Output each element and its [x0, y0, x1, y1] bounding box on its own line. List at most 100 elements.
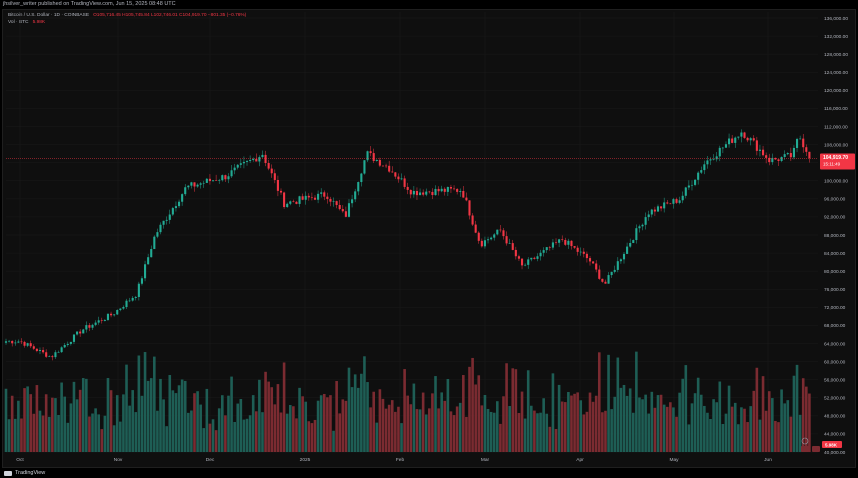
- volume-bar: [468, 366, 471, 452]
- time-tick-label: May: [669, 457, 679, 463]
- volume-label[interactable]: Vol · BTC: [8, 20, 29, 25]
- candle-body: [85, 325, 88, 330]
- candle-body: [755, 140, 758, 151]
- price-tick-label: 40,000.00: [824, 450, 846, 456]
- volume-indicator-icons: 5.98K: [801, 437, 842, 452]
- time-tick-label: Nov: [114, 457, 123, 463]
- candle-body: [694, 179, 697, 185]
- price-tick-label: 136,000.00: [824, 16, 848, 22]
- volume-bar: [576, 392, 579, 452]
- volume-bar: [477, 375, 481, 452]
- candle-body: [14, 342, 17, 344]
- volume-bar: [619, 387, 623, 452]
- volume-bar: [174, 393, 178, 452]
- candle-body: [675, 199, 678, 203]
- candle-body: [4, 341, 8, 343]
- volume-bar: [727, 385, 731, 452]
- volume-bar: [239, 399, 243, 452]
- price-axis[interactable]: 136,000.00 132,000.00 128,000.00 124,000.00…: [824, 16, 848, 456]
- price-tick-label: 44,000.00: [824, 432, 846, 438]
- candle-body: [434, 188, 437, 196]
- candle-body: [57, 352, 60, 353]
- volume-bar: [196, 391, 199, 452]
- volume-bar: [202, 428, 206, 452]
- candle-body: [737, 136, 740, 138]
- volume-bar: [777, 422, 780, 452]
- volume-bar: [375, 422, 379, 452]
- candle-body: [289, 201, 292, 204]
- candle-body: [567, 240, 570, 245]
- volume-bar: [335, 381, 338, 452]
- volume-value: 5.98K: [32, 20, 46, 25]
- volume-bar: [539, 412, 542, 452]
- symbol-name[interactable]: Bitcoin / U.S. Dollar · 1D · COINBASE: [8, 13, 90, 18]
- volume-bar: [54, 398, 57, 452]
- candle-body: [106, 313, 110, 320]
- volume-bar: [440, 392, 443, 452]
- volume-bar: [230, 376, 233, 452]
- volume-bar: [394, 411, 397, 452]
- last-price-countdown: 15:11:49: [823, 162, 841, 167]
- candle-body: [616, 261, 619, 270]
- volume-bar: [350, 387, 354, 452]
- volume-bar: [94, 408, 97, 452]
- volume-bar: [798, 414, 802, 452]
- volume-bar: [709, 418, 712, 452]
- candle-body: [505, 236, 508, 244]
- candle-body: [227, 176, 230, 180]
- volume-bar: [594, 395, 598, 452]
- volume-bar: [743, 408, 746, 452]
- volume-bar: [795, 364, 799, 452]
- candle-body: [113, 314, 116, 316]
- volume-bar: [143, 352, 147, 452]
- candle-body: [276, 179, 279, 191]
- candle-body: [341, 209, 344, 212]
- volume-bar: [409, 404, 413, 452]
- volume-bar: [78, 389, 82, 452]
- volume-bar: [7, 419, 11, 452]
- candle-body: [564, 239, 567, 245]
- candle-body: [298, 196, 301, 204]
- volume-bar: [715, 402, 718, 452]
- candle-body: [626, 246, 629, 254]
- candle-body: [539, 252, 542, 257]
- volume-bar: [805, 386, 808, 452]
- candle-body: [187, 185, 190, 188]
- volume-bar: [193, 393, 196, 452]
- price-tick-label: 128,000.00: [824, 52, 848, 58]
- candle-body: [771, 157, 774, 163]
- time-axis[interactable]: Oct Nov Dec 2025 Feb Mar Apr May Jun: [16, 457, 772, 463]
- candle-body: [681, 195, 684, 201]
- candle-body: [554, 242, 558, 244]
- volume-bar: [254, 411, 258, 452]
- volume-bar: [597, 352, 601, 452]
- volume-bar: [406, 395, 409, 452]
- candle-body: [329, 198, 332, 202]
- candle-body: [103, 319, 106, 321]
- candle-body: [190, 182, 193, 186]
- volume-bar: [489, 411, 493, 452]
- candle-body: [292, 201, 295, 202]
- candle-body: [267, 163, 270, 169]
- candle-body: [8, 340, 11, 342]
- volume-bar: [17, 400, 20, 452]
- candle-body: [721, 147, 724, 149]
- volume-bar: [712, 399, 715, 452]
- candle-body: [165, 219, 168, 221]
- candle-body: [480, 240, 483, 247]
- volume-bar: [412, 383, 416, 452]
- volume-bar: [32, 413, 36, 452]
- tradingview-logo[interactable]: TradingView: [4, 469, 45, 477]
- volume-bar: [112, 425, 116, 452]
- candle-body: [465, 197, 468, 201]
- volume-bar: [153, 356, 156, 452]
- volume-badge: [822, 441, 842, 448]
- candle-body: [369, 151, 372, 154]
- volume-bar: [622, 384, 626, 452]
- candle-body: [60, 347, 63, 353]
- volume-bar: [205, 388, 209, 452]
- volume-bar: [551, 373, 555, 452]
- candle-body: [499, 229, 502, 231]
- volume-bar: [378, 389, 382, 452]
